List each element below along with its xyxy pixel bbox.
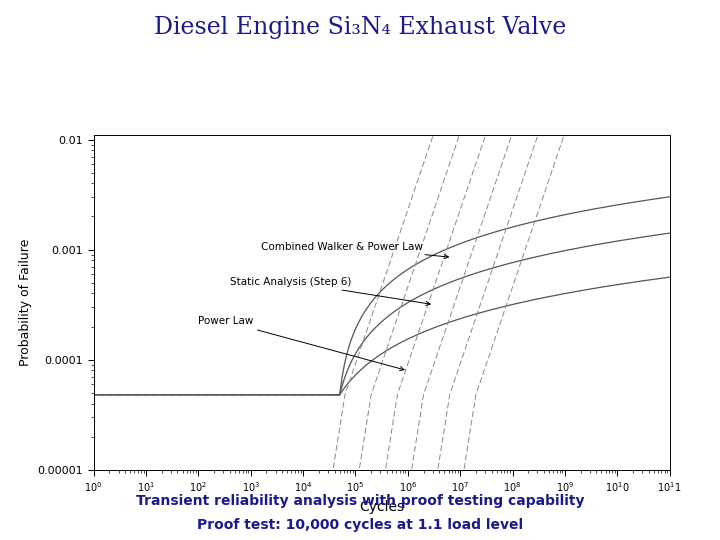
Text: Power Law: Power Law — [198, 316, 404, 370]
Text: Static Analysis (Step 6): Static Analysis (Step 6) — [230, 277, 430, 306]
X-axis label: Cycles: Cycles — [359, 500, 404, 514]
Text: Diesel Engine Si₃N₄ Exhaust Valve: Diesel Engine Si₃N₄ Exhaust Valve — [154, 16, 566, 39]
Text: Combined Walker & Power Law: Combined Walker & Power Law — [261, 241, 449, 259]
Y-axis label: Probability of Failure: Probability of Failure — [19, 239, 32, 366]
Text: Proof test: 10,000 cycles at 1.1 load level: Proof test: 10,000 cycles at 1.1 load le… — [197, 518, 523, 532]
Text: Transient reliability analysis with proof testing capability: Transient reliability analysis with proo… — [136, 494, 584, 508]
